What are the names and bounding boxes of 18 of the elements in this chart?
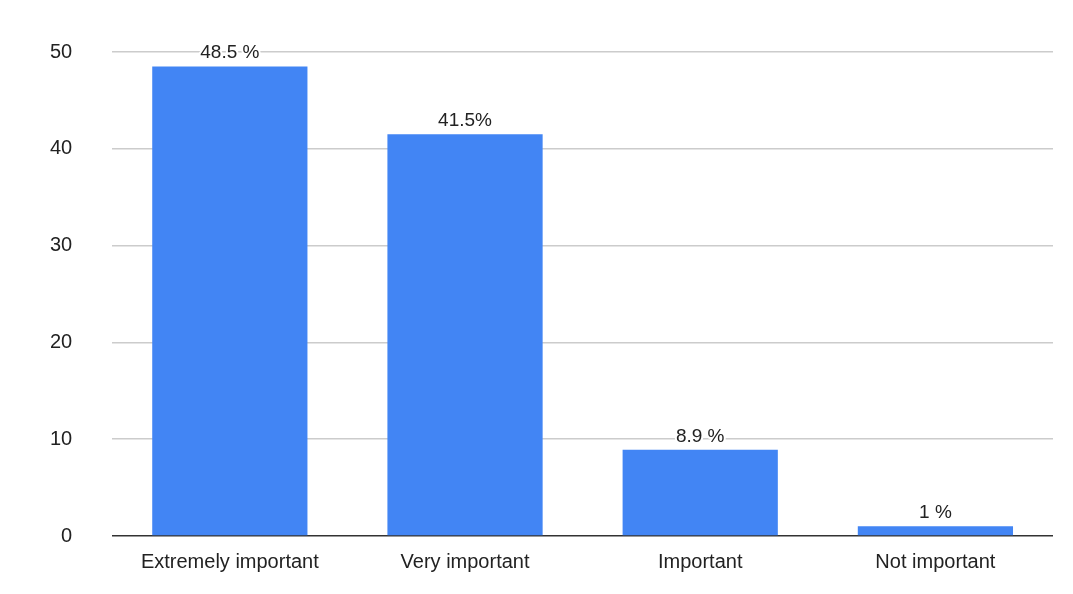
- bar: [622, 449, 778, 536]
- bar: [387, 134, 543, 536]
- x-tick-label: Not important: [875, 549, 996, 572]
- x-tick-label: Extremely important: [140, 549, 320, 572]
- data-label: 8.9 %: [675, 424, 725, 446]
- y-tick-label: 10: [50, 426, 73, 449]
- y-tick-label: 0: [61, 523, 73, 546]
- bar: [152, 66, 308, 536]
- y-tick-label: 50: [50, 39, 73, 62]
- data-label: 48.5 %: [200, 41, 260, 63]
- data-label: 1 %: [919, 501, 952, 523]
- y-tick-label: 30: [50, 233, 73, 256]
- x-tick-label: Very important: [400, 549, 530, 572]
- x-tick-label: Important: [657, 549, 743, 572]
- y-tick-label: 40: [50, 136, 73, 159]
- bar: [857, 526, 1014, 536]
- data-label: 41.5%: [438, 109, 493, 131]
- y-tick-label: 20: [50, 329, 73, 352]
